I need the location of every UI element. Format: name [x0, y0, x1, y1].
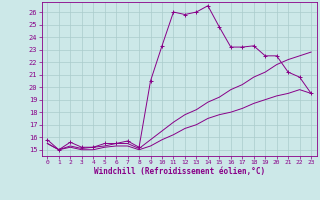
- X-axis label: Windchill (Refroidissement éolien,°C): Windchill (Refroidissement éolien,°C): [94, 167, 265, 176]
